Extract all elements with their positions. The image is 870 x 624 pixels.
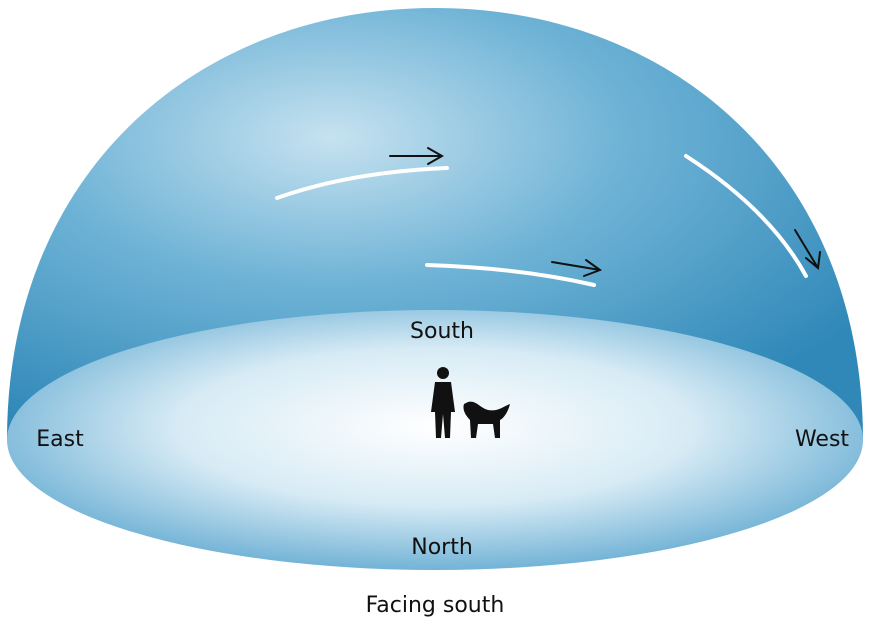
page: {"labels": {"south": "South", "east": "E… [0, 0, 870, 624]
label-east: East [36, 427, 84, 452]
person-head [437, 367, 449, 379]
horizon-plane [7, 310, 863, 570]
label-west: West [795, 427, 849, 452]
sky-dome-diagram: South East West North Facing south [0, 0, 870, 624]
label-north: North [411, 535, 473, 560]
label-south: South [410, 319, 474, 344]
caption: Facing south [366, 593, 505, 618]
